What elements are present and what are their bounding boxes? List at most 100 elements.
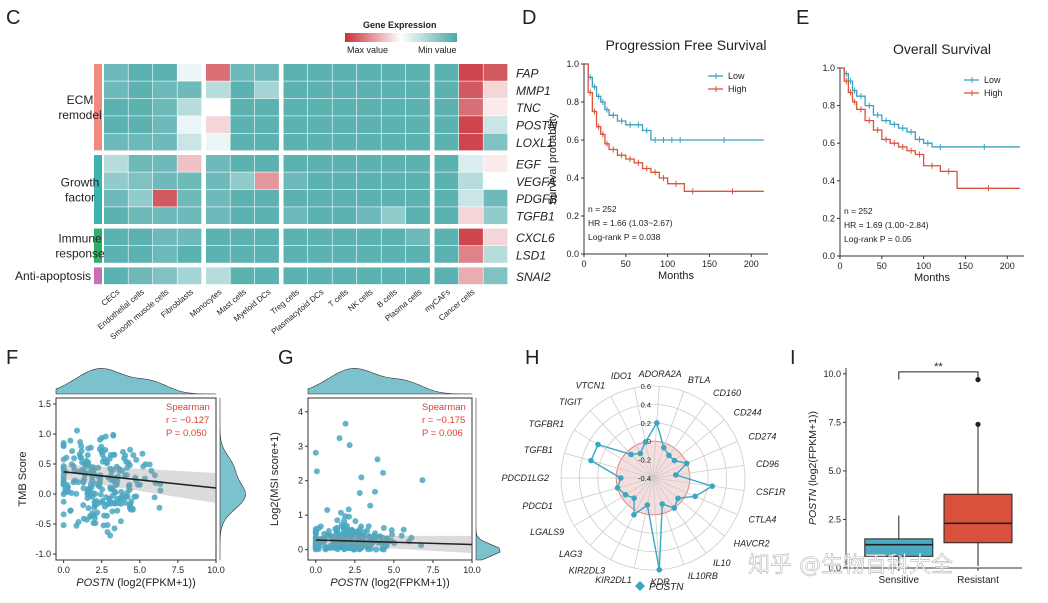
heatmap-cell — [483, 172, 508, 190]
scatter-point — [374, 456, 381, 463]
scatter-point — [118, 488, 125, 495]
radar-spoke — [589, 410, 654, 479]
y-tick-label: -1.0 — [35, 549, 51, 559]
heatmap-group-bar — [94, 228, 102, 263]
heatmap-cell — [357, 189, 381, 207]
radar-spoke — [574, 477, 654, 527]
heatmap-cell — [459, 155, 483, 172]
scatter-point — [342, 420, 349, 427]
x-tick-label: 10.0 — [207, 565, 225, 575]
heatmap-cell — [332, 189, 357, 207]
heatmap-cell — [459, 98, 483, 116]
heatmap-cell — [459, 172, 483, 190]
scatter-point — [104, 501, 111, 508]
heatmap-cell — [434, 116, 459, 133]
heatmap-cell — [434, 133, 459, 151]
radar-point — [656, 566, 663, 573]
radar-spoke — [589, 477, 654, 546]
panel-label-f: F — [6, 347, 18, 369]
heatmap-group-label: response — [55, 247, 105, 261]
heatmap-cell — [357, 81, 381, 99]
pfs-survival-chart: Progression Free Survival 0.0 0.2 0.4 0.6 0.8… — [547, 37, 768, 282]
y-tick-label: 0.0 — [38, 489, 51, 499]
radar-legend-label: POSTN — [649, 582, 684, 593]
heatmap-gene-label: CXCL6 — [516, 231, 555, 245]
heatmap-cell — [308, 228, 332, 246]
scatter-point — [126, 462, 133, 469]
scatter-point — [398, 532, 405, 539]
scatter-point — [327, 532, 334, 539]
heatmap-cell — [230, 81, 255, 99]
heatmap-cell — [406, 133, 430, 151]
heatmap-cell — [177, 133, 202, 151]
heatmap-cell — [128, 246, 153, 263]
heatmap-cell — [153, 246, 177, 263]
heatmap-gene-label: MMP1 — [516, 84, 551, 98]
scatter-point — [366, 544, 373, 551]
y-tick-label: 1.0 — [566, 59, 579, 69]
heatmap-cell — [104, 207, 128, 224]
radar-category-label: HAVCR2 — [734, 539, 770, 549]
scatter-point — [96, 481, 103, 488]
heatmap-cell — [255, 228, 279, 246]
scatter-point — [389, 531, 396, 538]
heatmap-cell — [459, 207, 483, 224]
scatter-point — [134, 481, 141, 488]
heatmap-cell — [357, 98, 381, 116]
radar-category-label: KDR — [651, 577, 671, 587]
scatter-point — [91, 466, 98, 473]
x-axis-label: Months — [658, 270, 695, 282]
y-tick-label: 1 — [298, 510, 303, 520]
scatter-point — [60, 511, 67, 518]
heatmap-cell — [177, 98, 202, 116]
heatmap-cell — [230, 116, 255, 133]
radar-point — [622, 491, 629, 498]
heatmap-cell — [308, 207, 332, 224]
scatter-point — [336, 435, 343, 442]
scatter-point — [356, 489, 363, 496]
x-tick-label: 0.0 — [57, 565, 70, 575]
heatmap-cell — [104, 116, 128, 133]
heatmap-group-bar — [94, 64, 102, 151]
heatmap-cell — [381, 155, 406, 172]
radar-point — [637, 450, 644, 457]
scatter-point — [70, 463, 77, 470]
scatter-point — [324, 506, 331, 513]
heatmap-cell — [406, 246, 430, 263]
heatmap-cell — [434, 98, 459, 116]
x-axis-label-unit: (log2(FPKM+1)) — [368, 577, 450, 589]
heatmap-cell — [459, 246, 483, 263]
heatmap-cell — [153, 155, 177, 172]
heatmap-cell — [283, 116, 308, 133]
legend-label: Low — [728, 71, 745, 81]
heatmap-cell — [283, 267, 308, 285]
heatmap-gene-label: VEGFA — [516, 175, 556, 189]
radar-spoke — [574, 429, 654, 479]
scatter-point — [130, 452, 137, 459]
heatmap-cell — [153, 172, 177, 190]
heatmap-cell — [434, 228, 459, 246]
scatter-point — [127, 446, 134, 453]
heatmap-cell — [128, 98, 153, 116]
x-axis-label-gene: POSTN — [76, 577, 114, 589]
scatter-point — [364, 527, 371, 534]
scatter-point — [388, 527, 395, 534]
radar-category-label: IDO1 — [611, 371, 632, 381]
marginal-density-top — [307, 368, 473, 395]
scatter-point — [316, 542, 323, 549]
heatmap-cell — [177, 207, 202, 224]
radar-spoke — [652, 440, 738, 479]
heatmap-cell — [283, 228, 308, 246]
heatmap-cell — [483, 116, 508, 133]
scatter-point — [80, 485, 87, 492]
heatmap-cell — [206, 64, 230, 81]
y-tick-label: 0.6 — [822, 138, 835, 148]
radar-point — [628, 451, 634, 458]
scatter-point — [98, 434, 105, 441]
radar-point — [644, 502, 651, 508]
heatmap-cell — [255, 207, 279, 224]
heatmap-cell — [128, 207, 153, 224]
scatter-point — [121, 455, 128, 462]
heatmap-cell — [104, 64, 128, 81]
scatter-point — [85, 505, 92, 512]
